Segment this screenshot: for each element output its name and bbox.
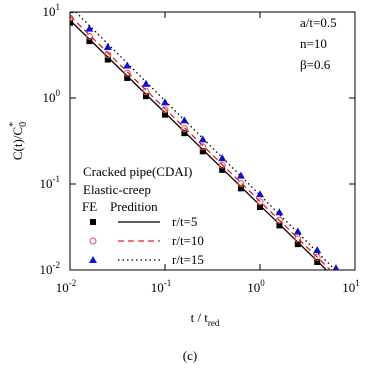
marker-triangle	[161, 98, 169, 106]
marker-square	[199, 148, 206, 155]
legend-label: r/t=10	[172, 233, 204, 248]
marker-square	[181, 130, 188, 137]
legend-title: Elastic-creep	[83, 182, 151, 197]
marker-square	[104, 56, 111, 63]
tick-label: 100	[247, 278, 265, 295]
marker-triangle	[236, 171, 245, 179]
marker-triangle	[218, 154, 227, 162]
y-label-sub: 0	[18, 122, 29, 127]
tick-exponent: -1	[164, 278, 172, 288]
tick-base: 10	[43, 90, 56, 105]
marker-square	[90, 219, 96, 225]
tick-label: 101	[342, 278, 360, 295]
tick-base: 10	[151, 280, 164, 295]
marker-circle	[275, 216, 283, 224]
marker-square	[162, 111, 168, 118]
y-label-main: C(t)/C	[10, 127, 25, 160]
tick-label: 100	[43, 88, 61, 105]
tick-base: 10	[40, 262, 53, 277]
marker-triangle	[141, 79, 150, 87]
prediction-line	[70, 15, 331, 270]
marker-square	[294, 241, 301, 248]
tick-label: 101	[43, 2, 61, 19]
legend-label: r/t=15	[172, 252, 204, 267]
tick-base: 10	[56, 280, 69, 295]
tick-label: 10-2	[40, 260, 61, 277]
marker-circle	[89, 237, 97, 245]
marker-square	[257, 204, 263, 211]
marker-triangle	[256, 190, 264, 198]
marker-square	[124, 74, 131, 81]
marker-square	[70, 19, 73, 26]
annotation: n=10	[300, 36, 327, 51]
annotation: β=0.6	[300, 57, 331, 72]
marker-triangle	[123, 61, 132, 69]
x-label-main: t / t	[191, 310, 209, 325]
marker-triangle	[85, 24, 94, 32]
x-axis-label: t / tred	[191, 310, 220, 328]
marker-circle	[313, 253, 321, 261]
y-axis-label: C(t)/C*0	[8, 122, 29, 160]
marker-circle	[85, 32, 93, 40]
marker-square	[237, 185, 244, 192]
tick-label: 10-1	[40, 174, 61, 191]
tick-base: 10	[40, 176, 53, 191]
legend-header: FE	[82, 199, 97, 214]
marker-triangle	[293, 227, 302, 235]
legend-header: Predition	[110, 199, 158, 214]
marker-circle	[180, 125, 188, 133]
tick-base: 10	[342, 280, 355, 295]
marker-circle	[199, 143, 207, 151]
marker-square	[86, 38, 93, 45]
marker-triangle	[198, 135, 207, 143]
tick-exponent: 1	[355, 278, 360, 288]
annotation: a/t=0.5	[300, 15, 337, 30]
marker-square	[142, 93, 149, 100]
legend-title: Cracked pipe(CDAI)	[83, 164, 192, 179]
tick-base: 10	[247, 280, 260, 295]
marker-square	[219, 166, 226, 173]
tick-label: 10-2	[56, 278, 77, 295]
marker-circle	[237, 180, 245, 188]
marker-square	[314, 258, 321, 265]
tick-exponent: 0	[260, 278, 265, 288]
legend-label: r/t=5	[172, 214, 197, 229]
marker-circle	[161, 106, 169, 114]
marker-triangle	[103, 42, 112, 50]
marker-square	[276, 222, 283, 229]
tick-base: 10	[43, 4, 56, 19]
marker-circle	[104, 51, 112, 59]
marker-triangle	[89, 256, 97, 263]
tick-exponent: -1	[53, 174, 61, 184]
prediction-line	[70, 19, 327, 270]
x-label-sub: red	[208, 318, 220, 328]
tick-exponent: 1	[56, 2, 61, 12]
marker-circle	[123, 69, 131, 77]
marker-circle	[256, 198, 264, 206]
y-label-sup: *	[8, 122, 19, 127]
tick-exponent: -2	[69, 278, 77, 288]
plot-area	[70, 12, 340, 270]
marker-triangle	[275, 208, 284, 216]
tick-exponent: -2	[53, 260, 61, 270]
marker-triangle	[313, 246, 322, 254]
plot-frame	[69, 11, 356, 271]
caption: (c)	[183, 348, 197, 363]
tick-label: 10-1	[151, 278, 172, 295]
marker-circle	[294, 235, 302, 243]
marker-circle	[218, 161, 226, 169]
marker-triangle	[332, 264, 340, 270]
marker-circle	[142, 88, 150, 96]
tick-exponent: 0	[56, 88, 61, 98]
